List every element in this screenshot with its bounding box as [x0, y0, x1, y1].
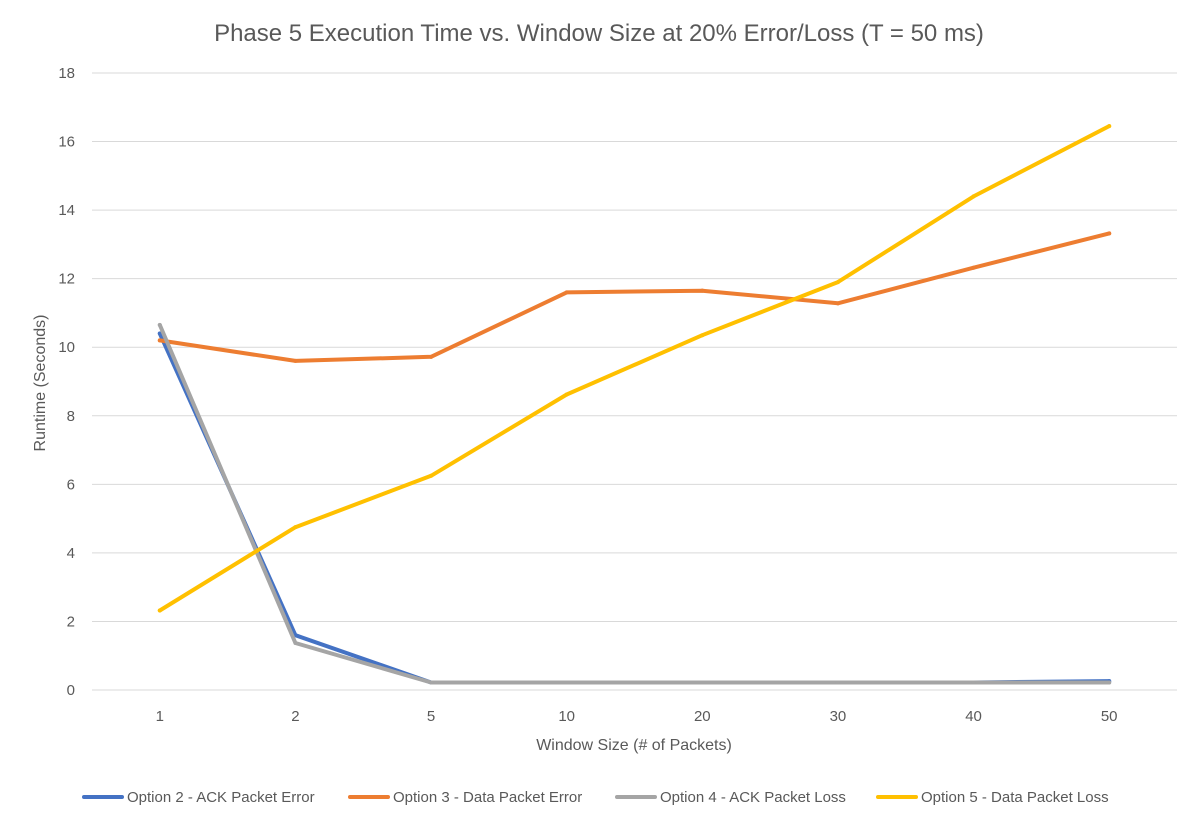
- x-tick-label: 20: [694, 708, 711, 725]
- data-point: [157, 338, 162, 343]
- data-point: [564, 392, 569, 397]
- y-axis-title: Runtime (Seconds): [32, 315, 49, 452]
- y-axis-ticks: 0 2 4 6 8 10 12 14 16 18: [58, 65, 75, 699]
- y-tick-label: 0: [67, 682, 75, 699]
- y-tick-label: 10: [58, 339, 75, 356]
- x-tick-label: 2: [291, 708, 299, 725]
- series-lines: [157, 124, 1112, 685]
- legend-label: Option 5 - Data Packet Loss: [921, 789, 1109, 806]
- data-point: [1107, 680, 1112, 685]
- series-line-3: [157, 322, 1112, 685]
- series-line-4: [157, 124, 1112, 613]
- data-point: [293, 525, 298, 530]
- chart-title: Phase 5 Execution Time vs. Window Size a…: [214, 20, 984, 47]
- y-tick-label: 6: [67, 476, 75, 493]
- x-tick-label: 1: [156, 708, 164, 725]
- y-tick-label: 4: [67, 545, 75, 562]
- data-point: [564, 680, 569, 685]
- data-point: [157, 608, 162, 613]
- x-tick-label: 10: [558, 708, 575, 725]
- x-tick-label: 30: [830, 708, 847, 725]
- y-tick-label: 8: [67, 408, 75, 425]
- data-point: [429, 680, 434, 685]
- data-point: [1107, 124, 1112, 129]
- y-tick-label: 2: [67, 613, 75, 630]
- y-tick-label: 14: [58, 202, 75, 219]
- x-tick-label: 40: [965, 708, 982, 725]
- data-point: [835, 301, 840, 306]
- data-point: [1107, 231, 1112, 236]
- data-point: [157, 322, 162, 327]
- data-point: [835, 280, 840, 285]
- legend: Option 2 - ACK Packet Error Option 3 - Da…: [82, 789, 1109, 806]
- data-point: [700, 680, 705, 685]
- y-tick-label: 18: [58, 65, 75, 82]
- legend-label: Option 3 - Data Packet Error: [393, 789, 582, 806]
- gridlines: [92, 72, 1177, 691]
- data-point: [971, 680, 976, 685]
- legend-label: Option 2 - ACK Packet Error: [127, 789, 315, 806]
- data-point: [564, 290, 569, 295]
- data-point: [293, 358, 298, 363]
- data-point: [429, 354, 434, 359]
- x-tick-label: 50: [1101, 708, 1118, 725]
- series-line-2: [157, 231, 1112, 363]
- y-tick-label: 16: [58, 134, 75, 151]
- data-point: [971, 265, 976, 270]
- data-point: [700, 333, 705, 338]
- data-point: [157, 331, 162, 336]
- x-axis-title: Window Size (# of Packets): [536, 737, 732, 754]
- data-point: [429, 473, 434, 478]
- data-point: [293, 641, 298, 646]
- data-point: [700, 288, 705, 293]
- data-point: [835, 680, 840, 685]
- data-point: [971, 194, 976, 199]
- y-tick-label: 12: [58, 271, 75, 288]
- x-tick-label: 5: [427, 708, 435, 725]
- x-axis-ticks: 1 2 5 10 20 30 40 50: [156, 708, 1118, 725]
- legend-label: Option 4 - ACK Packet Loss: [660, 789, 846, 806]
